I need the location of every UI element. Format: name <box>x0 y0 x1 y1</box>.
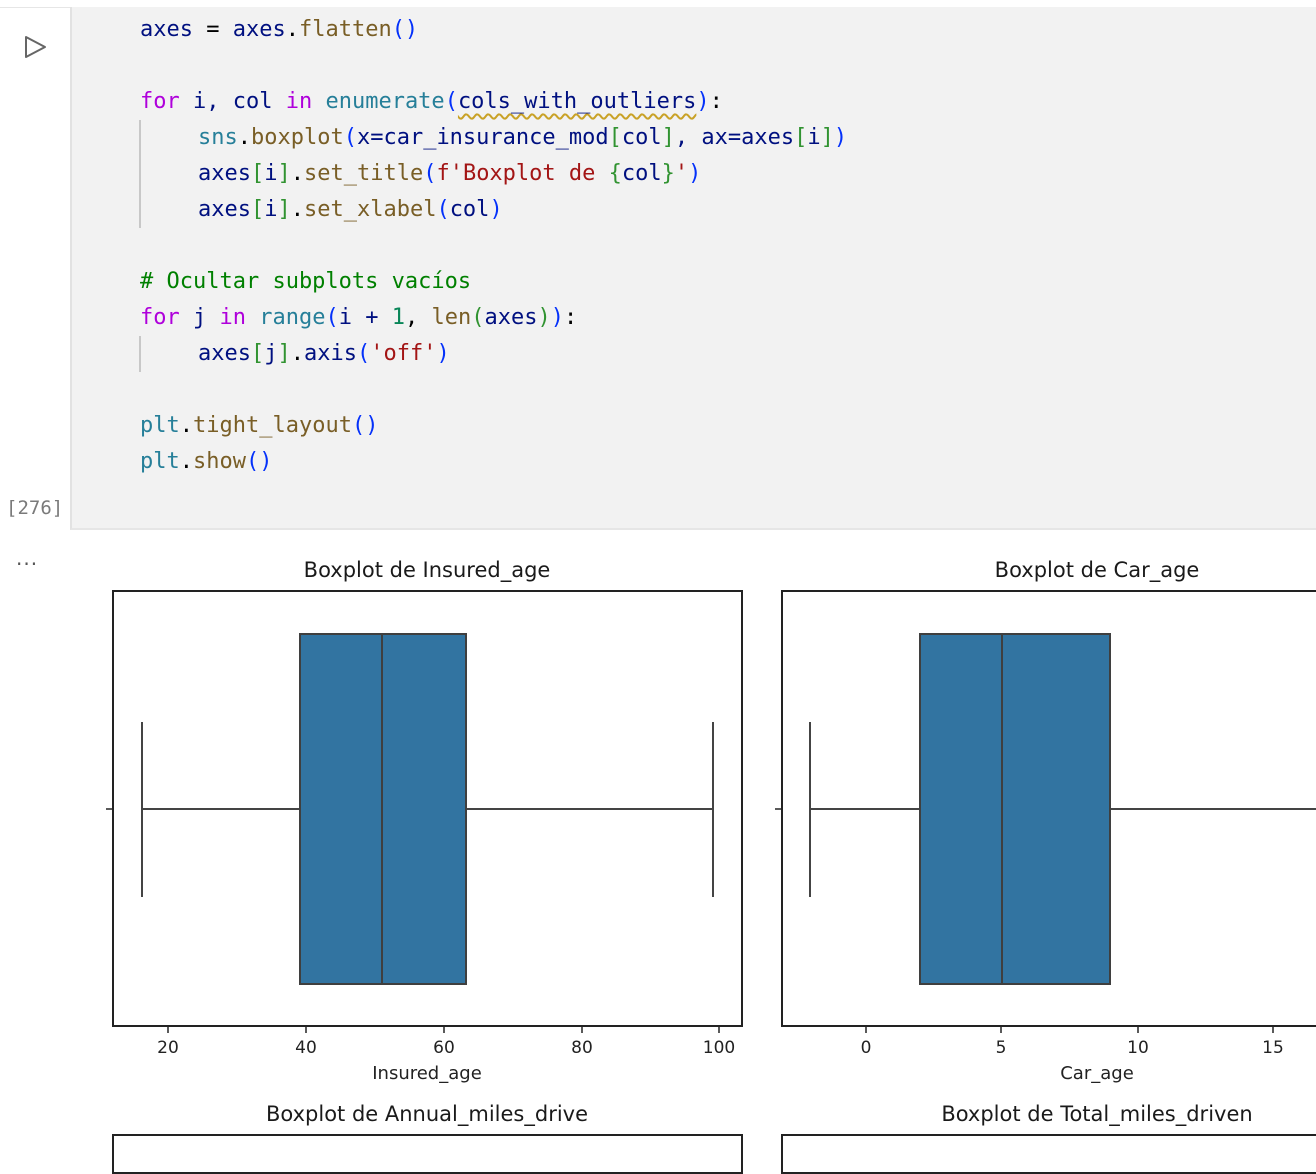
play-triangle-icon <box>25 36 46 58</box>
indent-guide <box>139 336 141 372</box>
code-line-10: axes[j].axis('off') <box>198 341 450 366</box>
boxplot-insured-age <box>106 633 720 1033</box>
x-tick-label: 10 <box>1127 1038 1149 1058</box>
code-line-4: sns.boxplot(x=car_insurance_mod[col], ax… <box>198 125 848 150</box>
plot-axes-annual-miles <box>112 1134 743 1174</box>
plot-axes-total-miles <box>781 1134 1316 1174</box>
plot-title-car-age: Boxplot de Car_age <box>994 558 1200 582</box>
code-cell[interactable]: axes = axes.flatten() for i, col in enum… <box>70 7 1316 530</box>
code-line-12: plt.tight_layout() <box>140 413 379 438</box>
code-line-6: axes[i].set_xlabel(col) <box>198 197 503 222</box>
output-more-actions-button[interactable]: ··· <box>16 552 39 576</box>
plot-title-insured-age: Boxplot de Insured_age <box>303 558 551 582</box>
indent-guide <box>139 120 141 228</box>
code-line-8: # Ocultar subplots vacíos <box>140 269 472 294</box>
x-tick-label: 15 <box>1262 1038 1284 1058</box>
run-cell-button[interactable] <box>20 32 50 62</box>
code-line-5: axes[i].set_title(f'Boxplot de {col}') <box>198 161 702 186</box>
x-tick-label: 80 <box>571 1038 593 1058</box>
code-line-9: for j in range(i + 1, len(axes)): <box>140 305 578 330</box>
x-axis-label: Car_age <box>1060 1063 1134 1084</box>
code-line-3: for i, col in enumerate(cols_with_outlie… <box>140 89 723 114</box>
plot-title-total-miles: Boxplot de Total_miles_driven <box>941 1102 1253 1126</box>
code-line-13: plt.show() <box>140 449 273 474</box>
boxplot-car-age <box>775 633 1316 1033</box>
x-tick-label: 40 <box>295 1038 317 1058</box>
x-tick-label: 20 <box>157 1038 179 1058</box>
code-line-1: axes = axes.flatten() <box>140 17 419 42</box>
x-tick-label: 5 <box>995 1038 1007 1058</box>
plot-title-annual-miles: Boxplot de Annual_miles_drive <box>265 1102 589 1126</box>
x-tick-label: 60 <box>433 1038 455 1058</box>
x-tick-label: 100 <box>702 1038 736 1058</box>
execution-count: [276] <box>6 497 64 519</box>
x-axis-label: Insured_age <box>372 1063 482 1084</box>
x-tick-label: 0 <box>860 1038 872 1058</box>
lint-warning: cols_with_outliers <box>457 89 697 114</box>
